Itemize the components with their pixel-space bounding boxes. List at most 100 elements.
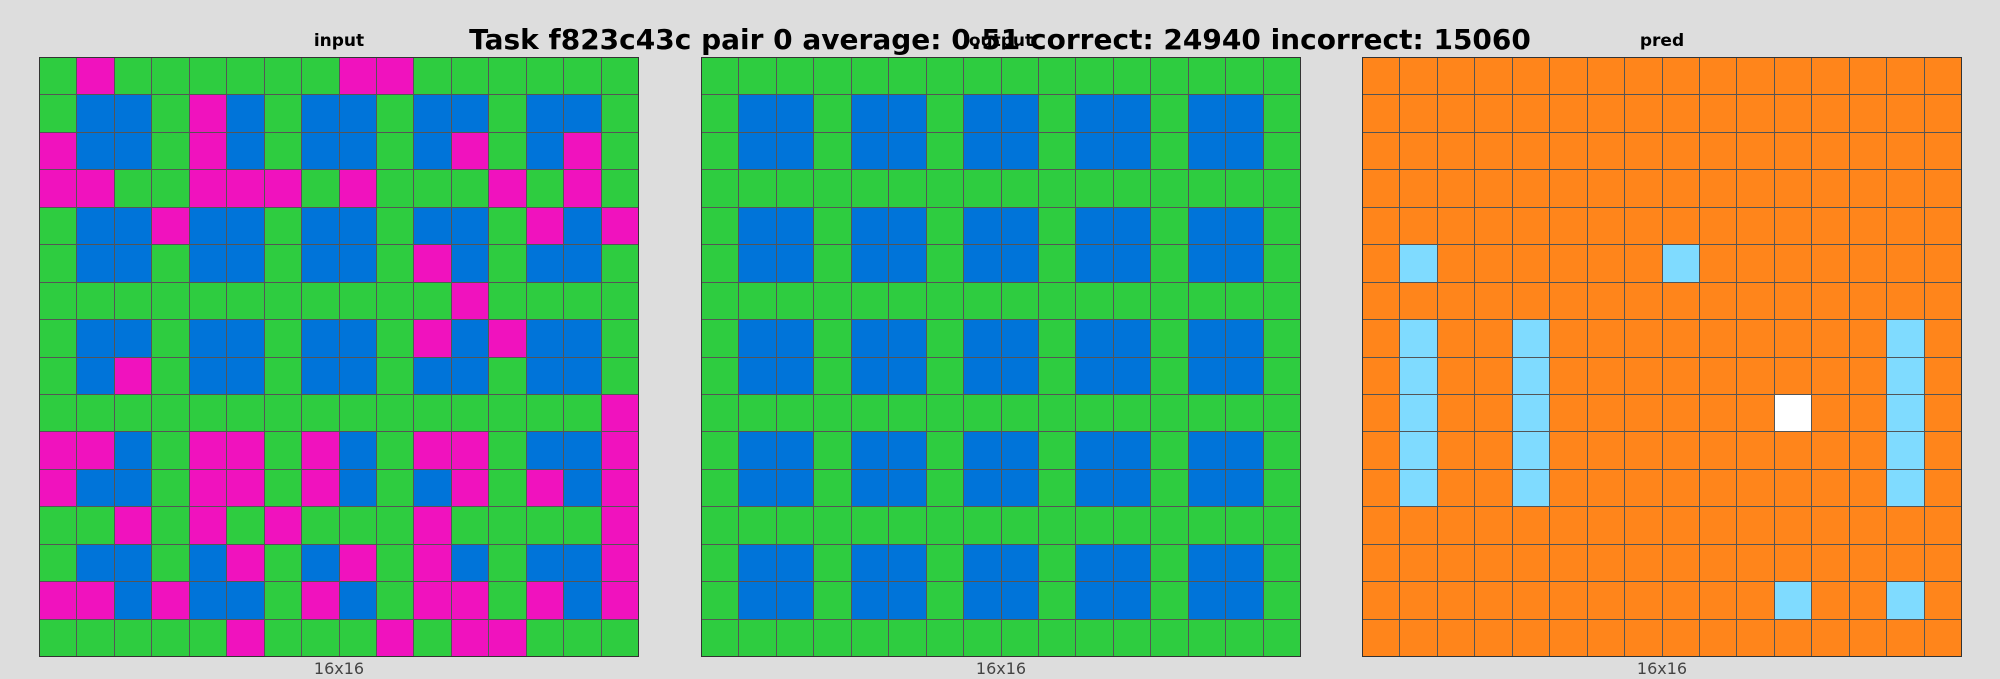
grid-cell [1038,432,1076,469]
grid-cell [814,432,851,469]
grid-cell [889,282,926,320]
grid-cell [339,469,376,507]
grid-cell [1437,282,1475,320]
grid-cell [1363,357,1400,394]
grid-cell [489,245,526,282]
grid-cell [1737,207,1774,245]
grid-cell [264,207,302,245]
grid-cell [1226,207,1263,245]
grid-cell [1076,207,1113,245]
grid-cell [776,245,814,282]
grid-cell [1400,544,1437,582]
grid-cell [451,95,489,132]
grid-cell [1737,619,1774,656]
grid-cell [601,132,638,170]
grid-cell [1550,582,1587,619]
grid-cell [1226,507,1263,544]
grid-cell [926,282,964,320]
grid-cell [1475,132,1512,170]
grid-cell [1625,245,1662,282]
grid-cell [1226,132,1263,170]
grid-cell [114,58,152,95]
grid-cell [227,58,264,95]
grid-cell [1400,95,1437,132]
grid-cell [776,394,814,432]
grid-cell [1475,507,1512,544]
grid-cell [1774,132,1812,170]
grid-cell [526,282,564,320]
grid-cell [526,507,564,544]
grid-cell [1887,394,1924,432]
grid-cell [1263,544,1300,582]
grid-cell [152,132,189,170]
grid-cell [1550,320,1587,357]
grid-cell [1400,432,1437,469]
grid-cell [1076,170,1113,207]
grid-cell [302,432,339,469]
grid-cell [451,432,489,469]
grid-cell [1263,432,1300,469]
grid-cell [189,619,227,656]
grid-cell [1076,544,1113,582]
grid-cell [814,170,851,207]
grid-cell [1774,58,1812,95]
grid-cell [1737,544,1774,582]
grid-cell [1263,507,1300,544]
grid-cell [776,582,814,619]
grid-cell [414,58,451,95]
grid-cell [1662,58,1699,95]
grid-cell [1475,320,1512,357]
grid-cell [601,207,638,245]
grid-cell [1076,469,1113,507]
grid-cell [1812,432,1849,469]
grid-cell [264,282,302,320]
grid-cell [227,432,264,469]
grid-cell [601,432,638,469]
grid-cell [1550,58,1587,95]
grid-cell [1512,170,1550,207]
grid-cell [1113,619,1151,656]
grid-cell [451,544,489,582]
grid-cell [1151,507,1188,544]
grid-cell [152,282,189,320]
grid-cell [776,357,814,394]
grid-cell [526,619,564,656]
grid-cell [926,507,964,544]
grid-cell [264,58,302,95]
grid-cell [77,320,114,357]
grid-cell [1550,132,1587,170]
grid-cell [189,394,227,432]
grid-cell [1774,320,1812,357]
grid-cell [1699,320,1737,357]
grid-cell [1812,394,1849,432]
grid-cell [114,245,152,282]
grid-cell [814,357,851,394]
grid-cell [1400,170,1437,207]
grid-cell [814,282,851,320]
grid-cell [1924,95,1961,132]
grid-cell [1587,619,1625,656]
grid-cell [1400,619,1437,656]
grid-cell [1437,394,1475,432]
grid-cell [114,132,152,170]
grid-cell [302,95,339,132]
grid-cell [489,95,526,132]
grid-cell [40,432,77,469]
grid-cell [702,507,739,544]
grid-cell [302,469,339,507]
grid-cell [1625,320,1662,357]
grid-cell [114,357,152,394]
grid-cell [451,245,489,282]
grid-cell [264,320,302,357]
grid-cell [376,544,414,582]
grid-cell [302,58,339,95]
grid-cell [339,58,376,95]
grid-cell [1188,544,1226,582]
grid-cell [1151,58,1188,95]
grid-cell [776,320,814,357]
grid-cell [1625,507,1662,544]
grid-cell [1437,469,1475,507]
grid-cell [851,58,889,95]
grid-cell [1924,507,1961,544]
grid-cell [339,282,376,320]
